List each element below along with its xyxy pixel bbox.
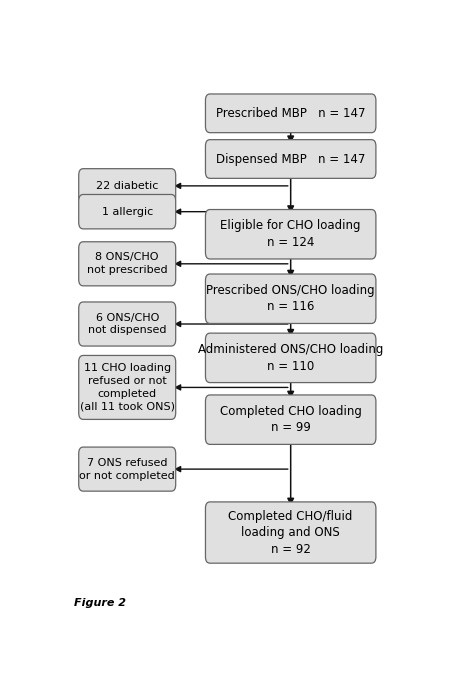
FancyBboxPatch shape (205, 395, 376, 445)
Text: 1 allergic: 1 allergic (101, 207, 153, 216)
FancyBboxPatch shape (79, 447, 176, 491)
FancyBboxPatch shape (205, 140, 376, 179)
Text: 8 ONS/CHO
not prescribed: 8 ONS/CHO not prescribed (87, 253, 167, 275)
Text: 7 ONS refused
or not completed: 7 ONS refused or not completed (79, 458, 175, 480)
FancyBboxPatch shape (205, 209, 376, 259)
Text: 11 CHO loading
refused or not
completed
(all 11 took ONS): 11 CHO loading refused or not completed … (80, 363, 175, 412)
FancyBboxPatch shape (79, 355, 176, 419)
FancyBboxPatch shape (79, 195, 176, 229)
FancyBboxPatch shape (79, 302, 176, 346)
Text: Prescribed ONS/CHO loading
n = 116: Prescribed ONS/CHO loading n = 116 (206, 284, 375, 313)
Text: Completed CHO loading
n = 99: Completed CHO loading n = 99 (220, 405, 362, 434)
FancyBboxPatch shape (205, 333, 376, 383)
FancyBboxPatch shape (79, 169, 176, 203)
Text: Dispensed MBP   n = 147: Dispensed MBP n = 147 (216, 152, 365, 165)
Text: Figure 2: Figure 2 (74, 597, 126, 608)
Text: 22 diabetic: 22 diabetic (96, 181, 158, 191)
FancyBboxPatch shape (205, 94, 376, 133)
Text: Administered ONS/CHO loading
n = 110: Administered ONS/CHO loading n = 110 (198, 343, 383, 373)
FancyBboxPatch shape (205, 502, 376, 563)
Text: Eligible for CHO loading
n = 124: Eligible for CHO loading n = 124 (220, 219, 361, 249)
FancyBboxPatch shape (79, 242, 176, 286)
Text: Completed CHO/fluid
loading and ONS
n = 92: Completed CHO/fluid loading and ONS n = … (228, 510, 353, 556)
Text: 6 ONS/CHO
not dispensed: 6 ONS/CHO not dispensed (88, 313, 166, 336)
Text: Prescribed MBP   n = 147: Prescribed MBP n = 147 (216, 107, 365, 120)
FancyBboxPatch shape (205, 274, 376, 323)
